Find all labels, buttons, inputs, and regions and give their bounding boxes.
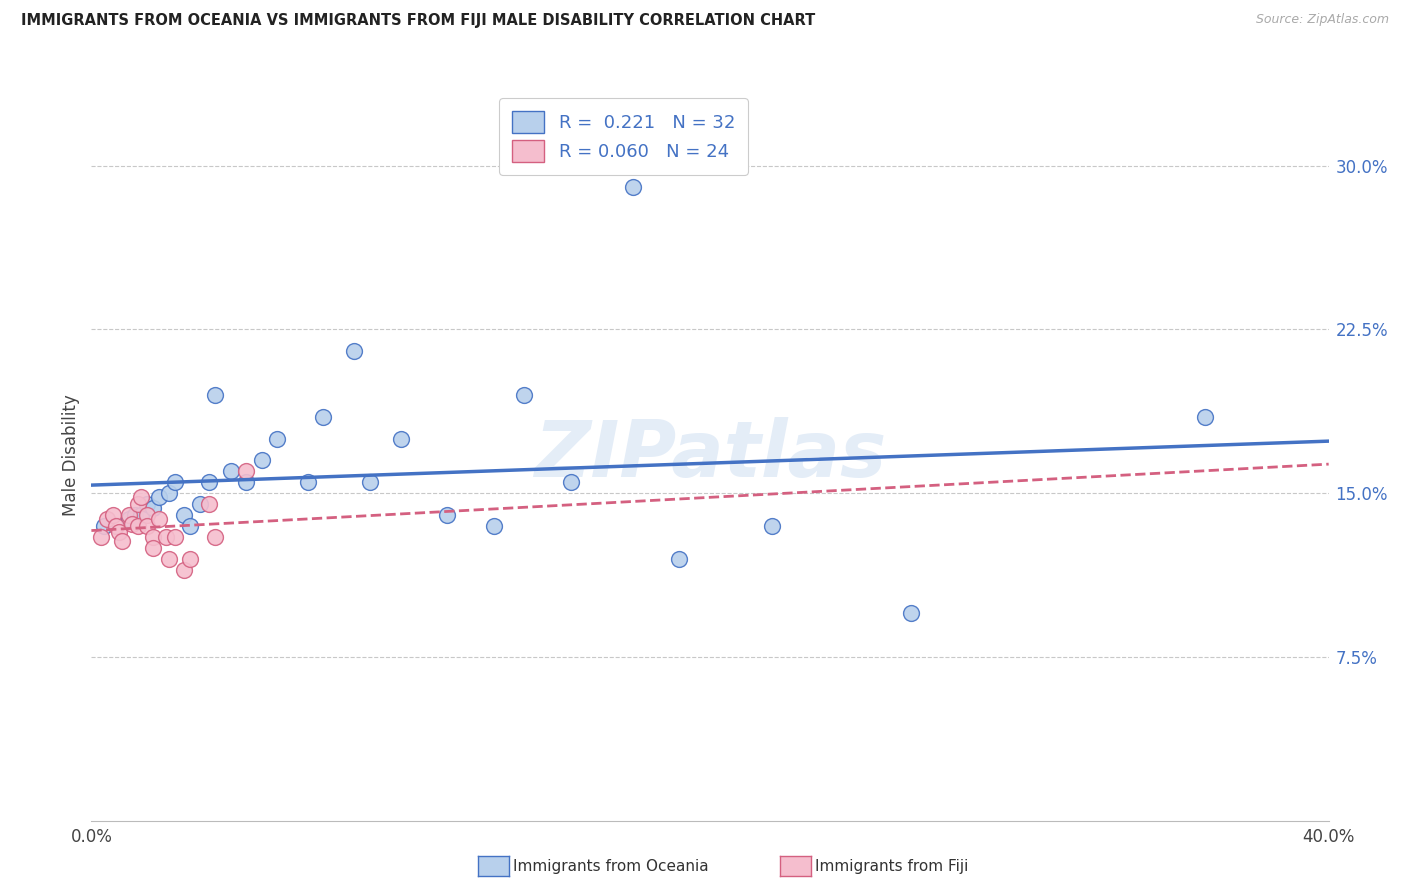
- Point: [142, 541, 165, 555]
- Point: [900, 606, 922, 620]
- Text: Immigrants from Oceania: Immigrants from Oceania: [513, 859, 709, 873]
- Point: [482, 519, 505, 533]
- Point: [163, 530, 186, 544]
- Point: [312, 409, 335, 424]
- Point: [560, 475, 582, 490]
- Point: [157, 551, 180, 566]
- Point: [148, 491, 170, 505]
- Point: [129, 491, 152, 505]
- Point: [93, 519, 115, 533]
- Legend: R =  0.221   N = 32, R = 0.060   N = 24: R = 0.221 N = 32, R = 0.060 N = 24: [499, 98, 748, 175]
- Point: [90, 530, 112, 544]
- Point: [163, 475, 186, 490]
- Point: [117, 512, 139, 526]
- Point: [96, 512, 118, 526]
- Text: IMMIGRANTS FROM OCEANIA VS IMMIGRANTS FROM FIJI MALE DISABILITY CORRELATION CHAR: IMMIGRANTS FROM OCEANIA VS IMMIGRANTS FR…: [21, 13, 815, 29]
- Point: [142, 530, 165, 544]
- Point: [127, 497, 149, 511]
- Point: [179, 519, 201, 533]
- Point: [105, 519, 128, 533]
- Point: [198, 497, 221, 511]
- Point: [204, 388, 226, 402]
- Point: [124, 508, 146, 522]
- Point: [142, 501, 165, 516]
- Point: [389, 432, 412, 446]
- Point: [513, 388, 536, 402]
- Point: [1194, 409, 1216, 424]
- Point: [129, 508, 152, 522]
- Point: [188, 497, 211, 511]
- Point: [266, 432, 288, 446]
- Point: [127, 519, 149, 533]
- Point: [111, 534, 134, 549]
- Point: [101, 508, 124, 522]
- Y-axis label: Male Disability: Male Disability: [62, 394, 80, 516]
- Point: [250, 453, 273, 467]
- Point: [235, 464, 257, 478]
- Text: Immigrants from Fiji: Immigrants from Fiji: [815, 859, 969, 873]
- Point: [136, 519, 159, 533]
- Point: [136, 497, 159, 511]
- Point: [761, 519, 783, 533]
- Point: [108, 525, 131, 540]
- Point: [179, 551, 201, 566]
- Point: [173, 563, 195, 577]
- Point: [173, 508, 195, 522]
- Point: [297, 475, 319, 490]
- Point: [436, 508, 458, 522]
- Text: Source: ZipAtlas.com: Source: ZipAtlas.com: [1256, 13, 1389, 27]
- Point: [136, 508, 159, 522]
- Point: [668, 551, 690, 566]
- Point: [359, 475, 381, 490]
- Point: [157, 486, 180, 500]
- Text: ZIPatlas: ZIPatlas: [534, 417, 886, 493]
- Point: [148, 512, 170, 526]
- Point: [621, 180, 644, 194]
- Point: [121, 516, 143, 531]
- Point: [235, 475, 257, 490]
- Point: [155, 530, 177, 544]
- Point: [343, 344, 366, 359]
- Point: [198, 475, 221, 490]
- Point: [117, 508, 139, 522]
- Point: [204, 530, 226, 544]
- Point: [219, 464, 242, 478]
